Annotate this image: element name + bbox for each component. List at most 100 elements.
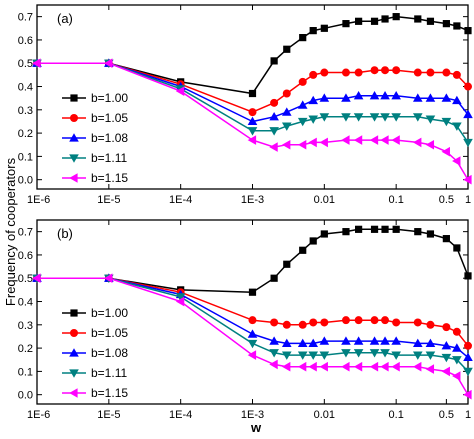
- data-point: [380, 336, 390, 345]
- legend-marker: [69, 369, 79, 378]
- data-point: [320, 24, 328, 32]
- legend-label: b=1.08: [91, 346, 128, 360]
- y-tick-label: 0.5: [18, 273, 33, 285]
- data-point: [463, 389, 472, 400]
- y-tick-label: 0.4: [18, 82, 33, 94]
- data-point: [452, 371, 461, 381]
- data-point: [381, 316, 390, 325]
- data-point: [412, 113, 423, 122]
- x-tick-label: 1: [465, 194, 471, 206]
- legend-marker: [69, 173, 78, 183]
- y-tick-label: 0.5: [18, 58, 33, 70]
- legend-label: b=1.00: [91, 306, 128, 320]
- data-point: [425, 115, 436, 124]
- data-point: [452, 122, 462, 131]
- data-point: [426, 17, 435, 25]
- data-point: [319, 93, 330, 102]
- data-point: [247, 116, 258, 126]
- x-tick-label: 1E-4: [169, 194, 192, 206]
- data-point: [297, 361, 307, 372]
- data-point: [248, 108, 257, 117]
- data-point: [309, 70, 318, 79]
- data-point: [32, 273, 41, 284]
- data-point: [282, 89, 291, 98]
- data-point: [341, 135, 350, 145]
- data-point: [381, 66, 390, 75]
- x-tick-label: 0.1: [389, 194, 404, 206]
- data-point: [426, 230, 435, 238]
- data-point: [355, 225, 363, 233]
- data-point: [175, 86, 185, 96]
- data-point: [425, 364, 435, 374]
- x-tick-label: 0.01: [314, 194, 335, 206]
- data-point: [308, 95, 319, 105]
- y-tick-label: 0.1: [18, 366, 33, 378]
- data-point: [342, 20, 350, 28]
- data-point: [319, 361, 328, 372]
- data-point: [442, 323, 451, 332]
- legend-marker: [69, 388, 78, 398]
- data-point: [369, 361, 379, 372]
- legend-label: b=1.15: [91, 386, 128, 400]
- panel-b: 0.0 0.1 0.2 0.3 0.4 0.5 0.6 0.7 1E-6 1E-5 1E-4 1E-3…: [18, 219, 473, 421]
- y-tick-label: 0.0: [18, 390, 33, 402]
- data-point: [442, 235, 450, 243]
- data-point: [425, 139, 435, 150]
- data-point: [319, 336, 330, 345]
- data-point: [297, 139, 307, 150]
- data-point: [442, 68, 451, 77]
- y-tick-label: 0.0: [18, 175, 33, 187]
- legend-entry: b=1.00: [62, 91, 128, 105]
- data-point: [391, 135, 400, 145]
- data-point: [308, 338, 319, 348]
- data-point: [452, 156, 461, 166]
- data-point: [269, 142, 278, 152]
- data-point: [452, 343, 462, 352]
- legend-marker: [70, 94, 78, 102]
- data-point: [354, 68, 363, 77]
- data-point: [441, 366, 450, 377]
- data-point: [175, 293, 186, 302]
- data-point: [463, 109, 473, 119]
- data-point: [441, 117, 452, 127]
- x-tick-label: 0.01: [314, 409, 335, 421]
- x-tick-label: 1E-6: [27, 409, 50, 421]
- data-point: [104, 58, 113, 69]
- data-point: [269, 349, 279, 358]
- y-tick-label: 0.6: [18, 35, 33, 47]
- data-point: [392, 318, 401, 327]
- data-point: [412, 361, 422, 372]
- data-point: [391, 336, 401, 345]
- data-point: [391, 351, 401, 360]
- data-point: [425, 93, 436, 102]
- data-point: [463, 138, 473, 148]
- data-point: [369, 91, 380, 100]
- panel-label: (a): [57, 11, 73, 26]
- data-point: [269, 111, 279, 121]
- legend-label: b=1.11: [91, 366, 127, 380]
- data-point: [104, 273, 113, 284]
- data-point: [426, 68, 435, 77]
- data-point: [463, 174, 472, 185]
- legend-marker: [70, 114, 78, 122]
- legend-marker: [69, 133, 79, 142]
- data-point: [32, 58, 41, 69]
- data-point: [452, 70, 461, 79]
- data-point: [464, 82, 472, 91]
- data-point: [247, 329, 258, 338]
- data-point: [441, 340, 452, 350]
- data-point: [341, 336, 351, 345]
- legend-entry: b=1.05: [62, 111, 128, 125]
- data-point: [381, 225, 389, 233]
- data-point: [369, 336, 380, 345]
- data-point: [370, 225, 379, 233]
- data-point: [392, 66, 401, 75]
- legend-label: b=1.05: [91, 111, 128, 125]
- data-point: [412, 137, 422, 148]
- legend-marker: [70, 309, 78, 317]
- legend-label: b=1.00: [91, 91, 128, 105]
- series-b=1.11: [32, 274, 473, 377]
- data-point: [282, 320, 291, 329]
- data-point: [452, 356, 462, 365]
- data-point: [425, 338, 436, 348]
